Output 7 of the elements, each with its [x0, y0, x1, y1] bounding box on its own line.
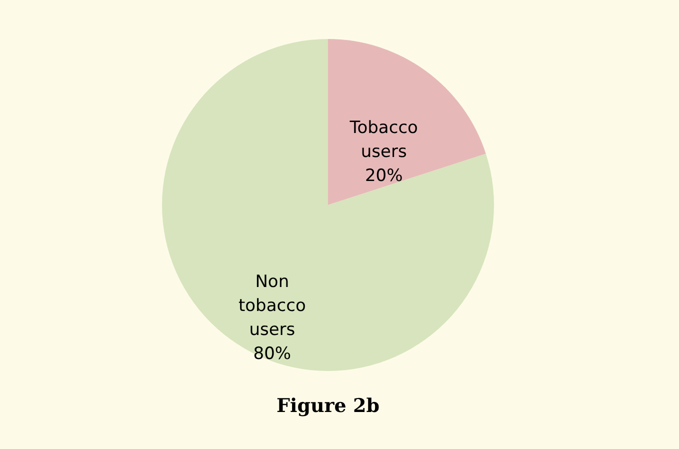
pie-slice [162, 39, 494, 371]
pie-slice [328, 39, 486, 205]
caption: Figure 2b [276, 395, 380, 417]
slice-label: Tobacco users [348, 118, 418, 162]
data-label: 20% [364, 166, 403, 186]
data-label: 80% [253, 344, 292, 364]
slice-label: Non tobacco users [238, 272, 306, 340]
